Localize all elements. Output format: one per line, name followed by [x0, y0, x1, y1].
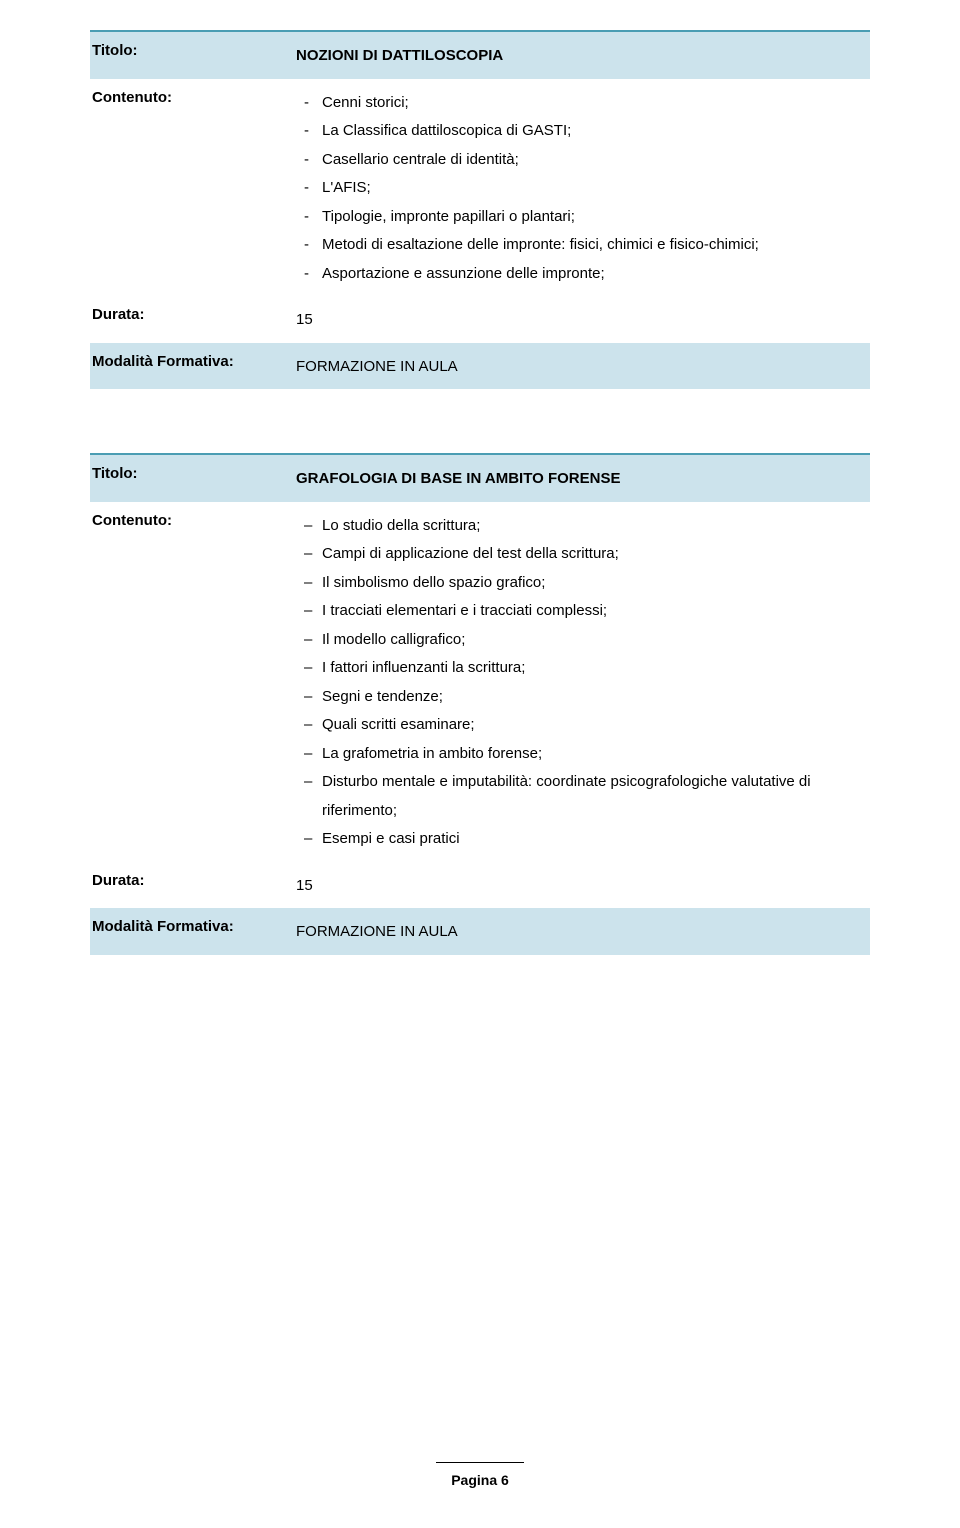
- list-item: Segni e tendenze;: [296, 683, 870, 712]
- page-number: Pagina 6: [451, 1472, 509, 1488]
- section-1: Titolo: NOZIONI DI DATTILOSCOPIA Contenu…: [90, 30, 870, 389]
- list-item: Il simbolismo dello spazio grafico;: [296, 569, 870, 598]
- list-item: I fattori influenzanti la scrittura;: [296, 654, 870, 683]
- list-item: Il modello calligrafico;: [296, 626, 870, 655]
- list-item: La grafometria in ambito forense;: [296, 740, 870, 769]
- footer-rule: [436, 1462, 524, 1463]
- content-list: Cenni storici; La Classifica dattiloscop…: [296, 89, 870, 289]
- content-row: Contenuto: Cenni storici; La Classifica …: [90, 79, 870, 297]
- list-item: Lo studio della scrittura;: [296, 512, 870, 541]
- durata-label: Durata:: [90, 304, 290, 323]
- durata-value: 15: [290, 304, 870, 335]
- modalita-label: Modalità Formativa:: [90, 351, 290, 370]
- title-label: Titolo:: [90, 40, 290, 59]
- list-item: Disturbo mentale e imputabilità: coordin…: [296, 768, 870, 825]
- content-row: Contenuto: Lo studio della scrittura; Ca…: [90, 502, 870, 862]
- list-item: Metodi di esaltazione delle impronte: fi…: [296, 231, 870, 260]
- page-footer: Pagina 6: [0, 1456, 960, 1488]
- list-item: I tracciati elementari e i tracciati com…: [296, 597, 870, 626]
- content-value: Cenni storici; La Classifica dattiloscop…: [290, 87, 870, 289]
- list-item: La Classifica dattiloscopica di GASTI;: [296, 117, 870, 146]
- list-item: Tipologie, impronte papillari o plantari…: [296, 203, 870, 232]
- title-value: NOZIONI DI DATTILOSCOPIA: [290, 40, 870, 71]
- modalita-label: Modalità Formativa:: [90, 916, 290, 935]
- durata-row: Durata: 15: [90, 862, 870, 909]
- modalita-row: Modalità Formativa: FORMAZIONE IN AULA: [90, 908, 870, 955]
- title-value: GRAFOLOGIA DI BASE IN AMBITO FORENSE: [290, 463, 870, 494]
- list-item: Cenni storici;: [296, 89, 870, 118]
- durata-row: Durata: 15: [90, 296, 870, 343]
- list-item: Casellario centrale di identità;: [296, 146, 870, 175]
- document-page: Titolo: NOZIONI DI DATTILOSCOPIA Contenu…: [0, 0, 960, 955]
- list-item: Campi di applicazione del test della scr…: [296, 540, 870, 569]
- durata-label: Durata:: [90, 870, 290, 889]
- section-spacer: [90, 413, 870, 453]
- title-row: Titolo: NOZIONI DI DATTILOSCOPIA: [90, 32, 870, 79]
- content-label: Contenuto:: [90, 510, 290, 529]
- content-list: Lo studio della scrittura; Campi di appl…: [296, 512, 870, 854]
- title-row: Titolo: GRAFOLOGIA DI BASE IN AMBITO FOR…: [90, 455, 870, 502]
- list-item: Esempi e casi pratici: [296, 825, 870, 854]
- durata-value: 15: [290, 870, 870, 901]
- list-item: Quali scritti esaminare;: [296, 711, 870, 740]
- modalita-value: FORMAZIONE IN AULA: [290, 351, 870, 382]
- list-item: L'AFIS;: [296, 174, 870, 203]
- content-label: Contenuto:: [90, 87, 290, 106]
- title-label: Titolo:: [90, 463, 290, 482]
- section-2: Titolo: GRAFOLOGIA DI BASE IN AMBITO FOR…: [90, 453, 870, 955]
- list-item: Asportazione e assunzione delle impronte…: [296, 260, 870, 289]
- content-value: Lo studio della scrittura; Campi di appl…: [290, 510, 870, 854]
- modalita-value: FORMAZIONE IN AULA: [290, 916, 870, 947]
- modalita-row: Modalità Formativa: FORMAZIONE IN AULA: [90, 343, 870, 390]
